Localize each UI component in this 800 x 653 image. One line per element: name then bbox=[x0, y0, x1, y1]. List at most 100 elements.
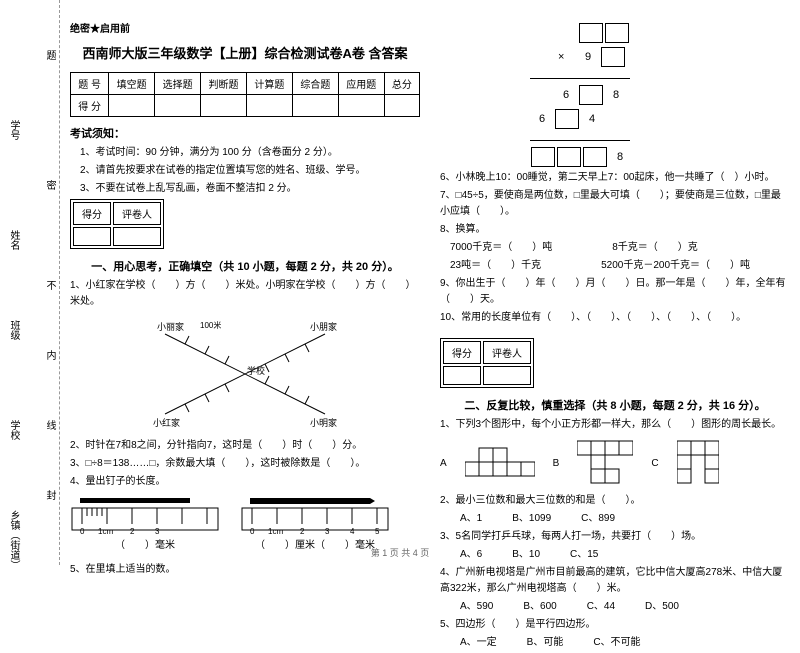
digit-box bbox=[605, 23, 629, 43]
q8a: 7000千克＝（ ）吨 8千克＝（ ）克 bbox=[440, 240, 790, 256]
th: 题 号 bbox=[71, 73, 109, 95]
opt-label: B bbox=[553, 458, 560, 469]
notice-item: 3、不要在试卷上乱写乱画，卷面不整洁扣 2 分。 bbox=[70, 181, 420, 197]
ruler-icon: 01cm2345 bbox=[240, 496, 390, 536]
binding-label: 学校 bbox=[6, 420, 21, 440]
page-footer: 第 1 页 共 4 页 bbox=[0, 546, 800, 559]
svg-text:小明家: 小明家 bbox=[310, 417, 337, 428]
svg-text:1cm: 1cm bbox=[268, 527, 283, 536]
q2: 2、时针在7和8之间，分针指向7，这时是（ ）时（ ）分。 bbox=[70, 438, 420, 454]
s2q5: 5、四边形（ ）是平行四边形。 bbox=[440, 617, 790, 633]
q7: 7、□45÷5，要使商是两位数，□里最大可填（ ）；要使商是三位数，□里最小应填… bbox=[440, 188, 790, 220]
th: 计算题 bbox=[246, 73, 292, 95]
opt-label: C bbox=[651, 458, 658, 469]
digit-box bbox=[579, 85, 603, 105]
notice-heading: 考试须知： bbox=[70, 125, 420, 141]
s2q2o: A、1 B、1099 C、899 bbox=[440, 511, 790, 527]
th: 选择题 bbox=[155, 73, 201, 95]
digit-box bbox=[579, 23, 603, 43]
secret-label: 绝密★启用前 bbox=[70, 20, 420, 35]
svg-text:2: 2 bbox=[130, 527, 135, 536]
q8: 8、换算。 bbox=[440, 222, 790, 238]
s2q4o: A、590 B、600 C、44 D、500 bbox=[440, 599, 790, 615]
svg-text:3: 3 bbox=[155, 527, 160, 536]
s2q3: 3、5名同学打乒乓球，每两人打一场，共要打（ ）场。 bbox=[440, 529, 790, 545]
th: 综合题 bbox=[292, 73, 338, 95]
s2q4: 4、广州新电视塔是广州市目前最高的建筑，它比中信大厦高278米、中信大厦高322… bbox=[440, 565, 790, 597]
exam-title: 西南师大版三年级数学【上册】综合检测试卷A卷 含答案 bbox=[70, 43, 420, 62]
s2q2: 2、最小三位数和最大三位数的和是（ ）。 bbox=[440, 493, 790, 509]
q10: 10、常用的长度单位有（ ）、（ ）、（ ）、（ ）、（ ）。 bbox=[440, 310, 790, 326]
digit: 6 bbox=[530, 113, 554, 125]
q1: 1、小红家在学校（ ）方（ ）米处。小明家在学校（ ）方（ ）米处。 bbox=[70, 278, 420, 310]
shape-b-icon bbox=[577, 439, 633, 487]
th: 总分 bbox=[384, 73, 419, 95]
q4: 4、量出钉子的长度。 bbox=[70, 474, 420, 490]
shape-a-icon bbox=[465, 446, 535, 480]
svg-text:0: 0 bbox=[250, 527, 255, 536]
q9: 9、你出生于（ ）年（ ）月（ ）日。那一年是（ ）年，全年有（ ）天。 bbox=[440, 276, 790, 308]
notice-item: 2、请首先按要求在试卷的指定位置填写您的姓名、班级、学号。 bbox=[70, 163, 420, 179]
binding-margin: 乡镇（街道） 学校 班级 姓名 学号 封 线 内 不 密 题 bbox=[0, 0, 60, 565]
svg-text:2: 2 bbox=[300, 527, 305, 536]
td bbox=[109, 95, 155, 117]
table-row: 得 分 bbox=[71, 95, 420, 117]
binding-label: 学号 bbox=[6, 120, 21, 140]
th: 判断题 bbox=[201, 73, 247, 95]
opt-label: A bbox=[440, 458, 447, 469]
digit: 4 bbox=[580, 113, 604, 125]
digit-box bbox=[531, 147, 555, 167]
binding-mark: 不 bbox=[42, 280, 57, 290]
q6: 6、小林晚上10：00睡觉，第二天早上7：00起床，他一共睡了（ ）小时。 bbox=[440, 170, 790, 186]
shape-c-icon bbox=[677, 439, 719, 487]
notice-item: 1、考试时间：90 分钟，满分为 100 分（含卷面分 2 分）。 bbox=[70, 145, 420, 161]
digit-box bbox=[583, 147, 607, 167]
q8b: 23吨＝（ ）千克 5200千克－200千克＝（ ）吨 bbox=[440, 258, 790, 274]
digit: 8 bbox=[608, 151, 632, 163]
score-table: 题 号 填空题 选择题 判断题 计算题 综合题 应用题 总分 得 分 bbox=[70, 72, 420, 117]
svg-text:100米: 100米 bbox=[200, 320, 221, 330]
mult-sign: × bbox=[558, 51, 576, 63]
binding-mark: 内 bbox=[42, 350, 57, 360]
svg-text:4: 4 bbox=[350, 527, 355, 536]
digit-box bbox=[557, 147, 581, 167]
table-row: 题 号 填空题 选择题 判断题 计算题 综合题 应用题 总分 bbox=[71, 73, 420, 95]
th: 应用题 bbox=[338, 73, 384, 95]
svg-text:1cm: 1cm bbox=[98, 527, 113, 536]
cross-diagram: 小丽家 小朋家 小红家 小明家 学校 100米 bbox=[145, 314, 345, 434]
svg-text:0: 0 bbox=[80, 527, 85, 536]
q3: 3、□÷8＝138……□，余数最大填（ ），这时被除数是（ ）。 bbox=[70, 456, 420, 472]
svg-text:学校: 学校 bbox=[247, 365, 265, 376]
q5: 5、在里填上适当的数。 bbox=[70, 562, 420, 578]
rule-line bbox=[530, 140, 630, 141]
score-entry-box: 得分评卷人 bbox=[70, 199, 164, 249]
ruler-icon: 0 1cm 2 3 bbox=[70, 496, 220, 536]
s2q1: 1、下列3个图形中，每个小正方形都一样大，那么（ ）图形的周长最长。 bbox=[440, 417, 790, 433]
digit: 9 bbox=[576, 51, 600, 63]
binding-mark: 线 bbox=[42, 420, 57, 430]
binding-mark: 密 bbox=[42, 180, 57, 190]
score-label: 得分 bbox=[73, 202, 111, 225]
svg-text:小朋家: 小朋家 bbox=[310, 321, 337, 332]
digit-box bbox=[555, 109, 579, 129]
grader-label: 评卷人 bbox=[113, 202, 161, 225]
score-label: 得分 bbox=[443, 341, 481, 364]
digit: 6 bbox=[554, 89, 578, 101]
multiplication-block: ×9 68 64 8 bbox=[530, 22, 790, 168]
section2-title: 二、反复比较，慎重选择（共 8 小题，每题 2 分，共 16 分）。 bbox=[440, 397, 790, 413]
svg-text:小丽家: 小丽家 bbox=[157, 321, 184, 332]
svg-text:小红家: 小红家 bbox=[153, 417, 180, 428]
binding-mark: 题 bbox=[42, 50, 57, 60]
grader-label: 评卷人 bbox=[483, 341, 531, 364]
section1-title: 一、用心思考，正确填空（共 10 小题，每题 2 分，共 20 分）。 bbox=[70, 258, 420, 274]
svg-text:3: 3 bbox=[325, 527, 330, 536]
th: 填空题 bbox=[109, 73, 155, 95]
binding-label: 姓名 bbox=[6, 230, 21, 250]
rule-line bbox=[530, 78, 630, 79]
s2q5o: A、一定 B、可能 C、不可能 bbox=[440, 635, 790, 651]
shape-options: A B C bbox=[440, 439, 790, 487]
binding-label: 班级 bbox=[6, 320, 21, 340]
binding-mark: 封 bbox=[42, 490, 57, 500]
score-entry-box: 得分评卷人 bbox=[440, 338, 534, 388]
digit: 8 bbox=[604, 89, 628, 101]
